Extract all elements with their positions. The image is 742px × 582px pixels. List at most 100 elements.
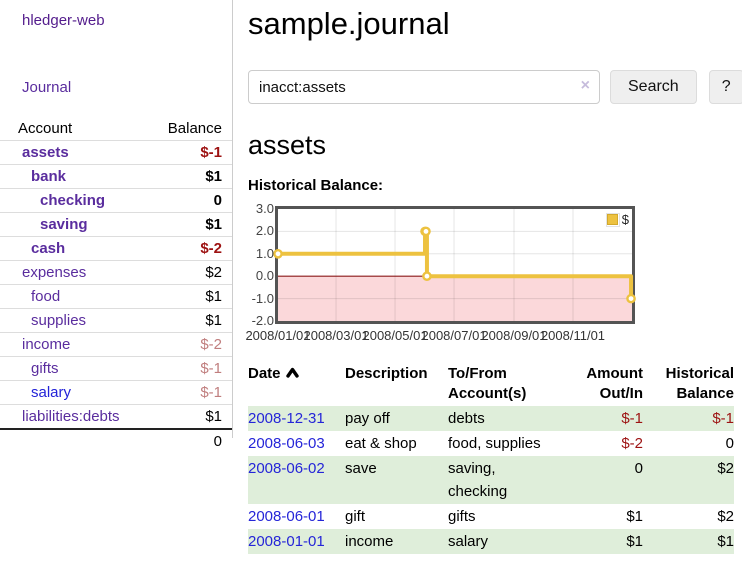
app-brand[interactable]: hledger-web xyxy=(22,12,105,29)
register-row: 2008-01-01 income salary $1 $1 xyxy=(248,529,734,554)
account-link[interactable]: salary xyxy=(31,384,72,401)
account-link[interactable]: food xyxy=(31,288,61,305)
account-link[interactable]: saving xyxy=(40,216,88,233)
chart-x-tick-label: 2008/05/01 xyxy=(362,328,428,343)
sidebar: hledger-web Journal Account Balance asse… xyxy=(0,0,233,453)
register-balance-cell: $2 xyxy=(717,508,734,525)
account-balance-cell: $1 xyxy=(116,284,232,309)
chart-legend: $ xyxy=(605,212,629,227)
chart-canvas xyxy=(273,209,636,321)
clear-search-icon[interactable]: × xyxy=(580,77,590,94)
historical-balance-chart[interactable]: $3.0 2.0 1.0 0.0 -1.0 -2.0 2008/01/01 2008/03/0… xyxy=(245,201,734,344)
register-balance-cell: $2 xyxy=(643,456,734,504)
accounts-total-row: 0 xyxy=(0,428,232,453)
account-link[interactable]: cash xyxy=(31,240,66,257)
register-col-label: Date xyxy=(248,365,281,382)
legend-swatch-box xyxy=(605,212,620,227)
account-row: bank $1 xyxy=(0,164,232,189)
account-name-cell: expenses xyxy=(0,260,116,285)
transaction-date-link[interactable]: 2008-01-01 xyxy=(248,533,325,550)
chart-x-tick-label: 2008/07/01 xyxy=(421,328,487,343)
register-date-cell: 2008-06-02 xyxy=(248,456,345,504)
register-accounts-cell: debts xyxy=(448,406,560,431)
account-link[interactable]: gifts xyxy=(31,360,59,377)
account-row: liabilities:debts $1 xyxy=(0,404,232,429)
chart-y-tick-label: 3.0 xyxy=(255,201,274,216)
account-link[interactable]: checking xyxy=(40,192,106,209)
account-name-cell: saving xyxy=(0,212,116,237)
account-name-cell: gifts xyxy=(0,356,116,381)
register-date-cell: 2008-06-01 xyxy=(248,504,345,529)
register-row: 2008-12-31 pay off debts $-1 $-1 xyxy=(248,406,734,431)
register-amount-cell: $1 xyxy=(626,508,643,525)
register-row: 2008-06-03 eat & shop food, supplies $-2 0 xyxy=(248,431,734,456)
register-col-label: Historical Balance xyxy=(665,365,734,402)
account-link[interactable]: bank xyxy=(31,168,67,185)
register-table: Date Description To/From Account(s) Amount … xyxy=(248,362,734,554)
chart-y-tick-label: 1.0 xyxy=(255,245,274,261)
account-balance-cell: $1 xyxy=(116,308,232,333)
register-date-cell: 2008-06-03 xyxy=(248,431,345,456)
register-description-cell: income xyxy=(345,529,448,554)
accounts-header-account: Account xyxy=(18,120,73,137)
chart-x-tick-label: 2008/03/01 xyxy=(303,328,369,343)
account-row: saving $1 xyxy=(0,212,232,237)
register-date-cell: 2008-12-31 xyxy=(248,406,345,431)
register-description-cell: eat & shop xyxy=(345,435,417,452)
account-balance-cell: $-2 xyxy=(116,332,232,357)
negative-region xyxy=(278,276,632,321)
register-date-cell: 2008-01-01 xyxy=(248,529,345,554)
register-col-amount: Amount Out/In xyxy=(560,362,643,406)
chart-label: Historical Balance: xyxy=(248,177,384,194)
account-name-cell: cash xyxy=(0,236,116,261)
account-name-cell: bank xyxy=(0,164,116,189)
account-balance-cell: $2 xyxy=(116,260,232,285)
account-link[interactable]: liabilities:debts xyxy=(22,408,120,425)
account-row: food $1 xyxy=(0,284,232,309)
register-amount-cell: $1 xyxy=(560,529,643,554)
accounts-table: Account Balance assets $-1 bank $1 checking 0… xyxy=(0,117,232,453)
transaction-date-link[interactable]: 2008-06-02 xyxy=(248,460,325,477)
register-description-cell: save xyxy=(345,456,448,504)
account-link[interactable]: assets xyxy=(22,144,69,161)
account-row: gifts $-1 xyxy=(0,356,232,381)
data-point-marker xyxy=(626,293,636,304)
chart-y-tick-label: -1.0 xyxy=(251,290,274,306)
accounts-header-balance: Balance xyxy=(167,120,222,137)
account-name-cell: assets xyxy=(0,140,116,165)
account-link[interactable]: income xyxy=(22,336,71,353)
register-col-balance: Historical Balance xyxy=(643,362,734,406)
account-row: income $-2 xyxy=(0,332,232,357)
search-button[interactable]: Search xyxy=(610,70,697,104)
register-row: 2008-06-02 save saving, checking 0 $2 xyxy=(248,456,734,504)
register-row: 2008-06-01 gift gifts $1 $2 xyxy=(248,504,734,529)
register-accounts-cell: salary xyxy=(448,529,560,554)
account-balance-cell: $1 xyxy=(116,212,232,237)
account-link[interactable]: supplies xyxy=(31,312,87,329)
account-name-cell: income xyxy=(0,332,116,357)
account-balance-cell: $-1 xyxy=(116,380,232,405)
transaction-date-link[interactable]: 2008-06-01 xyxy=(248,508,325,525)
register-balance-cell: $1 xyxy=(643,529,734,554)
account-row: assets $-1 xyxy=(0,140,232,165)
transaction-date-link[interactable]: 2008-12-31 xyxy=(248,410,325,427)
register-amount-cell: $-1 xyxy=(560,406,643,431)
register-description-cell: pay off xyxy=(345,406,448,431)
transaction-date-link[interactable]: 2008-06-03 xyxy=(248,435,325,452)
account-link[interactable]: expenses xyxy=(22,264,87,281)
account-row: expenses $2 xyxy=(0,260,232,285)
account-name-cell: salary xyxy=(0,380,116,405)
accounts-total-value: 0 xyxy=(116,428,232,453)
search-input[interactable] xyxy=(248,70,600,104)
register-col-date[interactable]: Date xyxy=(248,362,345,406)
nav-journal-link[interactable]: Journal xyxy=(22,79,72,96)
register-balance-cell: 0 xyxy=(725,435,734,452)
data-point-marker xyxy=(273,249,283,259)
accounts-header-row: Account Balance xyxy=(0,117,232,141)
legend-label: $ xyxy=(621,212,629,227)
legend-swatch-icon xyxy=(607,214,619,225)
help-button[interactable]: ? xyxy=(708,70,742,104)
register-col-label: To/From Account(s) xyxy=(448,365,527,402)
account-balance-cell: $-1 xyxy=(116,356,232,381)
register-col-accounts: To/From Account(s) xyxy=(448,362,560,406)
